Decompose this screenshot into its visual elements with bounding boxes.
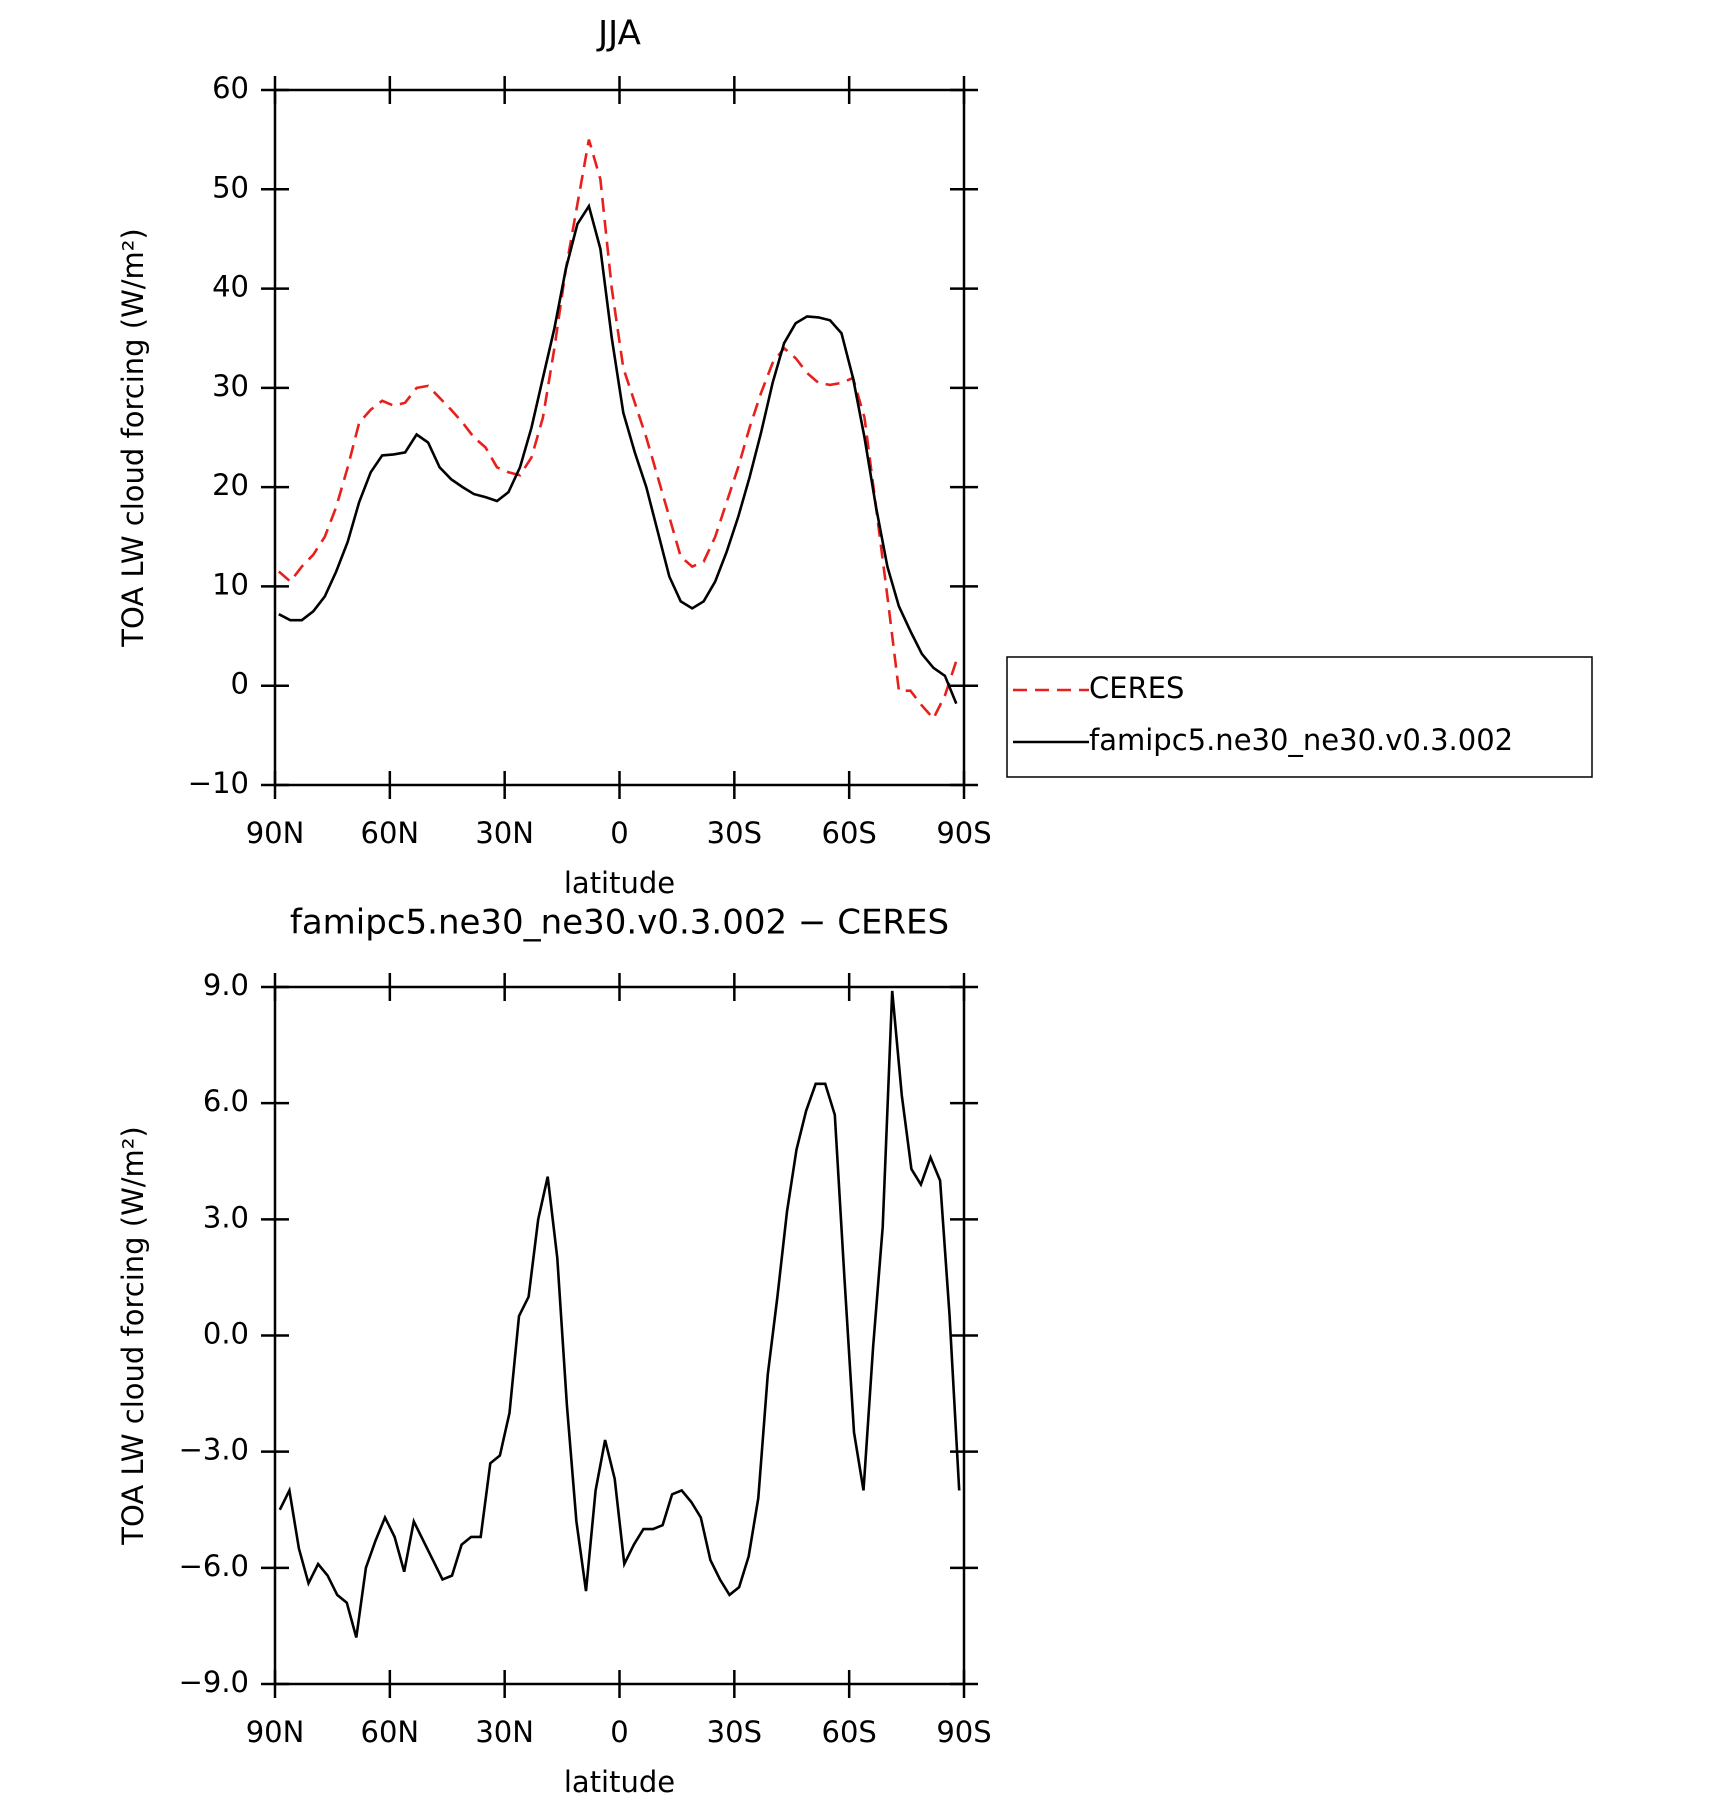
y-tick-label: −3.0	[179, 1433, 249, 1467]
x-tick-label: 60S	[822, 1715, 877, 1749]
x-tick-label: 90S	[936, 816, 991, 850]
y-tick-label: 20	[212, 468, 249, 502]
y-tick-label: 60	[212, 71, 249, 105]
y-tick-label: 0.0	[203, 1317, 249, 1351]
x-tick-label: 90N	[246, 1715, 305, 1749]
y-axis-label: TOA LW cloud forcing (W/m²)	[116, 228, 150, 647]
y-tick-label: 40	[212, 270, 249, 304]
x-tick-label: 90S	[936, 1715, 991, 1749]
data-line	[278, 203, 958, 705]
x-tick-label: 90N	[246, 816, 305, 850]
x-tick-label: 30N	[475, 1715, 534, 1749]
legend-label: CERES	[1089, 671, 1184, 705]
x-axis-label: latitude	[564, 866, 675, 900]
y-tick-label: 0	[231, 667, 249, 701]
x-tick-label: 0	[610, 816, 628, 850]
legend-label: famipc5.ne30_ne30.v0.3.002	[1089, 723, 1513, 757]
chart-title: famipc5.ne30_ne30.v0.3.002 − CERES	[290, 903, 949, 943]
y-tick-label: 30	[212, 369, 249, 403]
x-tick-label: 30S	[707, 816, 762, 850]
y-tick-label: −9.0	[179, 1665, 249, 1699]
y-tick-label: −10	[188, 766, 249, 800]
y-tick-label: 9.0	[203, 968, 249, 1002]
x-tick-label: 30N	[475, 816, 534, 850]
x-tick-label: 60N	[361, 816, 420, 850]
x-tick-label: 30S	[707, 1715, 762, 1749]
y-tick-label: 3.0	[203, 1200, 249, 1234]
legend-box	[1006, 656, 1593, 778]
x-axis-label: latitude	[564, 1765, 675, 1799]
x-tick-label: 60N	[361, 1715, 420, 1749]
y-tick-label: 6.0	[203, 1084, 249, 1118]
y-axis-label: TOA LW cloud forcing (W/m²)	[116, 1126, 150, 1545]
y-tick-label: 10	[212, 567, 249, 601]
y-tick-label: 50	[212, 170, 249, 204]
x-tick-label: 0	[610, 1715, 628, 1749]
x-tick-label: 60S	[822, 816, 877, 850]
data-line	[278, 990, 961, 1638]
y-tick-label: −6.0	[179, 1549, 249, 1583]
plot-frame	[273, 88, 966, 787]
plot-frame	[273, 985, 966, 1686]
chart-title: JJA	[596, 14, 641, 54]
data-line	[277, 139, 958, 721]
